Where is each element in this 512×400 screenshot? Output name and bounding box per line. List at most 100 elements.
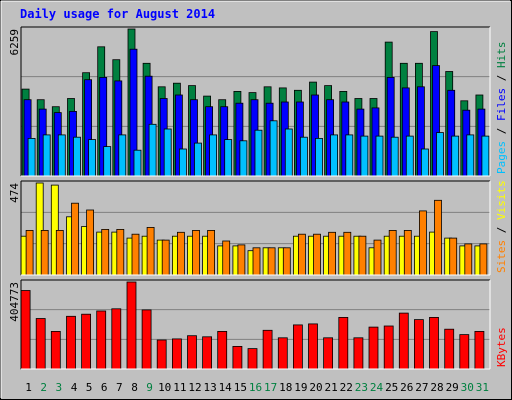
bar-pages-day-13 [209, 134, 218, 177]
panel-mid-legend-label: Sites / Visits [495, 180, 508, 273]
bar-kbytes-day-3 [50, 330, 61, 370]
bar-pages-day-12 [194, 142, 202, 177]
bar-kbytes-day-26 [398, 312, 409, 370]
x-tick-label-day-22: 22 [340, 381, 353, 394]
bar-pages-day-23 [360, 135, 369, 177]
bar-sites-day-7 [116, 228, 125, 276]
x-tick-label-day-6: 6 [101, 381, 108, 394]
panel-top-max-label: 6259 [8, 29, 21, 56]
bar-sites-day-25 [388, 229, 397, 276]
x-tick-label-day-9: 9 [146, 381, 153, 394]
bar-pages-day-29 [451, 135, 460, 177]
bar-kbytes-day-13 [202, 336, 213, 370]
bar-kbytes-day-24 [368, 326, 379, 370]
x-axis-day-labels: 1 2 3 4 5 6 7 8 9 10 11 12 13 14 15 16 17 18 19 20 21 22 23 24 2… [25, 381, 489, 394]
bar-sites-day-11 [176, 231, 185, 276]
x-tick-label-day-2: 2 [40, 381, 47, 394]
panel-mid-max-label: 474 [8, 183, 21, 203]
bar-sites-day-4 [71, 202, 79, 276]
legend-label-part: Pages [495, 141, 508, 174]
bar-sites-day-15 [237, 244, 246, 276]
x-tick-label-day-17: 17 [264, 381, 277, 394]
bar-kbytes-day-27 [413, 319, 424, 370]
bar-kbytes-day-22 [338, 316, 349, 370]
bar-pages-day-27 [420, 148, 429, 177]
panel-mid: 474 Sites / Visits [8, 180, 508, 276]
x-tick-label-day-16: 16 [249, 381, 262, 394]
bar-pages-day-5 [88, 139, 96, 177]
bar-kbytes-day-16 [247, 348, 258, 370]
bar-kbytes-day-15 [232, 345, 243, 370]
panel-bot: 404773 KBytes [8, 279, 508, 370]
bar-sites-day-28 [434, 199, 442, 276]
bar-pages-day-16 [254, 129, 263, 177]
x-tick-label-day-14: 14 [219, 381, 233, 394]
bar-pages-day-30 [466, 134, 475, 177]
bar-kbytes-day-5 [81, 313, 91, 370]
bar-kbytes-day-31 [474, 330, 485, 370]
x-tick-label-day-5: 5 [86, 381, 93, 394]
x-tick-label-day-31: 31 [476, 381, 489, 394]
bar-pages-day-22 [345, 134, 354, 177]
x-tick-label-day-3: 3 [55, 381, 62, 394]
bar-pages-day-3 [57, 134, 66, 177]
bar-sites-day-24 [373, 239, 382, 276]
panel-bot-max-label: 404773 [8, 282, 21, 322]
bar-kbytes-day-30 [459, 334, 470, 370]
bar-sites-day-29 [449, 237, 458, 276]
bar-kbytes-day-2 [35, 318, 46, 370]
x-tick-label-day-10: 10 [158, 381, 171, 394]
bar-pages-day-31 [481, 135, 490, 177]
bar-pages-day-15 [239, 140, 248, 177]
x-tick-label-day-11: 11 [173, 381, 186, 394]
bar-sites-day-13 [207, 229, 216, 276]
x-tick-label-day-23: 23 [355, 381, 368, 394]
x-tick-label-day-20: 20 [309, 381, 322, 394]
bar-kbytes-day-4 [66, 315, 76, 370]
bar-pages-day-2 [42, 134, 51, 177]
legend-label-part: / [495, 121, 508, 141]
legend-label-part: Files [495, 88, 508, 121]
bar-sites-day-20 [313, 233, 321, 276]
x-tick-label-day-27: 27 [415, 381, 428, 394]
bar-pages-day-9 [148, 123, 157, 177]
x-tick-label-day-1: 1 [25, 381, 32, 394]
bar-pages-day-10 [163, 128, 172, 177]
bar-pages-day-24 [375, 135, 384, 177]
bar-kbytes-day-28 [429, 316, 439, 370]
x-tick-label-day-30: 30 [461, 381, 474, 394]
legend-label-part: KBytes [495, 327, 508, 367]
bar-kbytes-day-17 [262, 329, 273, 370]
legend-label-part: Sites [495, 240, 508, 273]
bar-pages-day-26 [405, 135, 414, 177]
x-tick-label-day-19: 19 [294, 381, 307, 394]
bar-kbytes-day-12 [187, 335, 197, 370]
legend-label-part: / [495, 220, 508, 240]
x-tick-label-day-28: 28 [430, 381, 443, 394]
bar-kbytes-day-6 [96, 310, 107, 370]
bar-sites-day-3 [55, 229, 64, 276]
bar-kbytes-day-25 [383, 325, 394, 370]
bar-sites-day-16 [252, 247, 261, 276]
bar-kbytes-day-1 [20, 290, 31, 370]
bar-kbytes-day-7 [111, 308, 122, 370]
panel-top-legend-label: Pages / Files / Hits [495, 42, 508, 175]
x-tick-label-day-21: 21 [324, 381, 337, 394]
bar-pages-day-25 [390, 136, 399, 177]
bar-sites-day-17 [267, 247, 276, 276]
bar-sites-day-21 [328, 231, 337, 276]
legend-label-part: Visits [495, 180, 508, 220]
bar-sites-day-10 [161, 239, 170, 276]
bar-pages-day-4 [73, 136, 81, 177]
bar-sites-day-14 [222, 240, 231, 276]
x-tick-label-day-18: 18 [279, 381, 292, 394]
bar-sites-day-22 [343, 231, 352, 276]
bar-sites-day-9 [146, 226, 155, 276]
bar-kbytes-day-10 [156, 339, 167, 370]
panel-bot-legend-label: KBytes [495, 327, 508, 367]
panel-top: 6259 Pages / Files / Hits [8, 26, 508, 177]
bar-pages-day-11 [178, 148, 187, 177]
x-tick-label-day-29: 29 [446, 381, 459, 394]
bar-sites-day-23 [358, 235, 367, 276]
